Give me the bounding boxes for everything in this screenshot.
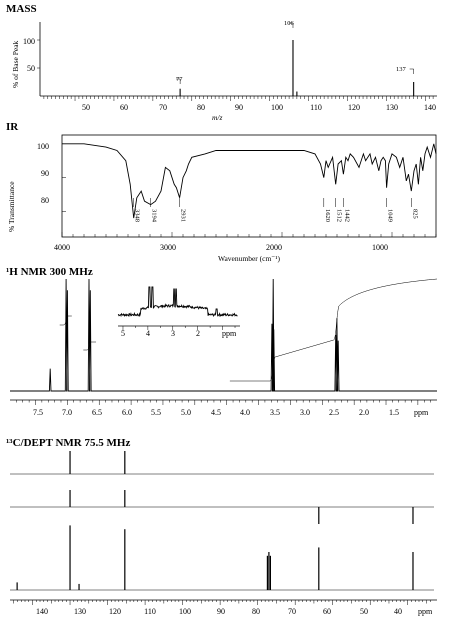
ir-xtick-2000: 2000 [266,243,282,252]
mass-xtick-130: 130 [386,103,398,112]
mass-ytick-100: 100 [23,37,35,46]
hnmr-xtick-5.5: 5.5 [151,408,161,417]
ir-xtick-3000: 3000 [160,243,176,252]
mass-title: MASS [6,3,37,15]
hnmr-inset-tick-3: 3 [171,329,175,338]
hnmr-xtick-6.5: 6.5 [92,408,102,417]
cnmr-title: ¹³C/DEPT NMR 75.5 MHz [6,437,130,449]
ir-peak-label: 3194 [151,209,158,223]
hnmr-integral-curve [59,315,72,326]
cnmr-peaks [16,525,414,590]
mass-xtick-140: 140 [424,103,436,112]
mass-peaks [176,22,415,96]
mass-peak-label-77: 77 [176,76,183,83]
ir-peak-label: 1620 [324,209,331,222]
hnmr-xtick-3.5: 3.5 [270,408,280,417]
hnmr-xtick-2.0: 2.0 [359,408,369,417]
hnmr-inset-trace [117,286,238,318]
cnmr-xtick-100: 100 [179,607,191,616]
hnmr-xtick-1.5: 1.5 [389,408,399,417]
mass-peak-label-106: 106 [284,20,295,27]
mass-peak-label-137: 137 [396,66,407,73]
ir-minor-ticks [61,143,437,237]
hnmr-xtick-labels: 7.5 7.0 6.5 6.0 5.5 5.0 4.5 4.0 3.5 3.0 … [33,408,429,417]
mass-xtick-labels: 50 60 70 80 90 100 110 120 130 140 [82,103,436,112]
cnmr-xtick-80: 80 [252,607,260,616]
ir-ylabel: % Transmittance [7,181,16,232]
cnmr-spectrum-panel: ¹³C/DEPT NMR 75.5 MHz 140 130 120 110 10… [6,437,437,616]
cnmr-xtick-labels: 140 130 120 110 100 90 80 70 60 50 40 pp… [36,607,433,616]
ir-spectrum-panel: IR % Transmittance 100 90 80 3348 3194 293… [6,121,437,263]
hnmr-xtick-3.0: 3.0 [300,408,310,417]
hnmr-integral-curve [229,278,438,382]
ir-ytick-80: 80 [41,196,49,205]
mass-xtick-120: 120 [348,103,360,112]
hnmr-xtick-5.0: 5.0 [181,408,191,417]
hnmr-xtick-4.5: 4.5 [211,408,221,417]
ir-xtick-4000: 4000 [54,243,70,252]
hnmr-inset-unit: ppm [222,329,237,338]
hnmr-xtick-4.0: 4.0 [240,408,250,417]
ir-xlabel: Wavenumber (cm⁻¹) [218,254,281,263]
hnmr-integral-curves [59,278,438,382]
ir-ytick-100: 100 [37,142,49,151]
mass-xtick-110: 110 [310,103,322,112]
hnmr-inset-tick-2: 2 [196,329,200,338]
dept135-peaks [69,490,414,524]
dept90-peaks [69,451,126,474]
cnmr-xtick-130: 130 [74,607,86,616]
cnmr-xtick-70: 70 [288,607,296,616]
mass-xtick-60: 60 [120,103,128,112]
mass-xtick-80: 80 [197,103,205,112]
hnmr-xtick-2.5: 2.5 [329,408,339,417]
ir-peak-label: 3348 [134,209,141,222]
hnmr-unit: ppm [414,408,429,417]
ir-peak-markers [133,198,412,207]
ir-peak-labels: 3348 3194 2931 1620 1512 1442 1049 825 [134,209,419,223]
ir-peak-label: 1512 [336,209,343,222]
mass-xtick-90: 90 [235,103,243,112]
ir-title: IR [6,121,19,133]
hnmr-axis-ticks [16,400,431,405]
mass-xtick-50: 50 [82,103,90,112]
cnmr-axis-ticks [13,600,431,605]
hnmr-inset: 5 4 3 2 ppm [117,286,240,338]
hnmr-title: ¹H NMR 300 MHz [6,266,93,278]
mass-xlabel: m/z [212,113,223,122]
hnmr-inset-tick-4: 4 [146,329,150,338]
cnmr-xtick-140: 140 [36,607,48,616]
ir-peak-label: 1049 [387,209,394,222]
ir-trace [62,143,437,219]
hnmr-xtick-6.0: 6.0 [122,408,132,417]
cnmr-xtick-50: 50 [360,607,368,616]
hnmr-inset-ticks [122,326,236,330]
ir-xtick-1000: 1000 [372,243,388,252]
cnmr-unit: ppm [418,607,433,616]
ir-peak-label: 2931 [180,209,187,222]
hnmr-xtick-7.5: 7.5 [33,408,43,417]
cnmr-xtick-60: 60 [323,607,331,616]
hnmr-spectrum-panel: ¹H NMR 300 MHz 5 4 3 2 ppm 7.5 7.0 6.5 6… [6,266,438,417]
cnmr-xtick-40: 40 [394,607,402,616]
hnmr-xtick-7.0: 7.0 [62,408,72,417]
hnmr-trace [10,278,437,392]
mass-xtick-70: 70 [159,103,167,112]
mass-xtick-100: 100 [271,103,283,112]
ir-ytick-90: 90 [41,169,49,178]
cnmr-xtick-120: 120 [109,607,121,616]
mass-ylabel: % of Base Peak [11,40,20,88]
ir-peak-label: 825 [411,209,418,219]
mass-spectrum-panel: MASS % of Base Peak 100 50 106 77 137 50… [6,3,437,122]
cnmr-xtick-90: 90 [217,607,225,616]
ir-peak-label: 1442 [343,209,350,222]
hnmr-inset-tick-5: 5 [121,329,125,338]
mass-minor-ticks [43,96,434,101]
cnmr-xtick-110: 110 [144,607,156,616]
mass-ytick-50: 50 [27,64,35,73]
hnmr-integral-curve [83,341,97,351]
